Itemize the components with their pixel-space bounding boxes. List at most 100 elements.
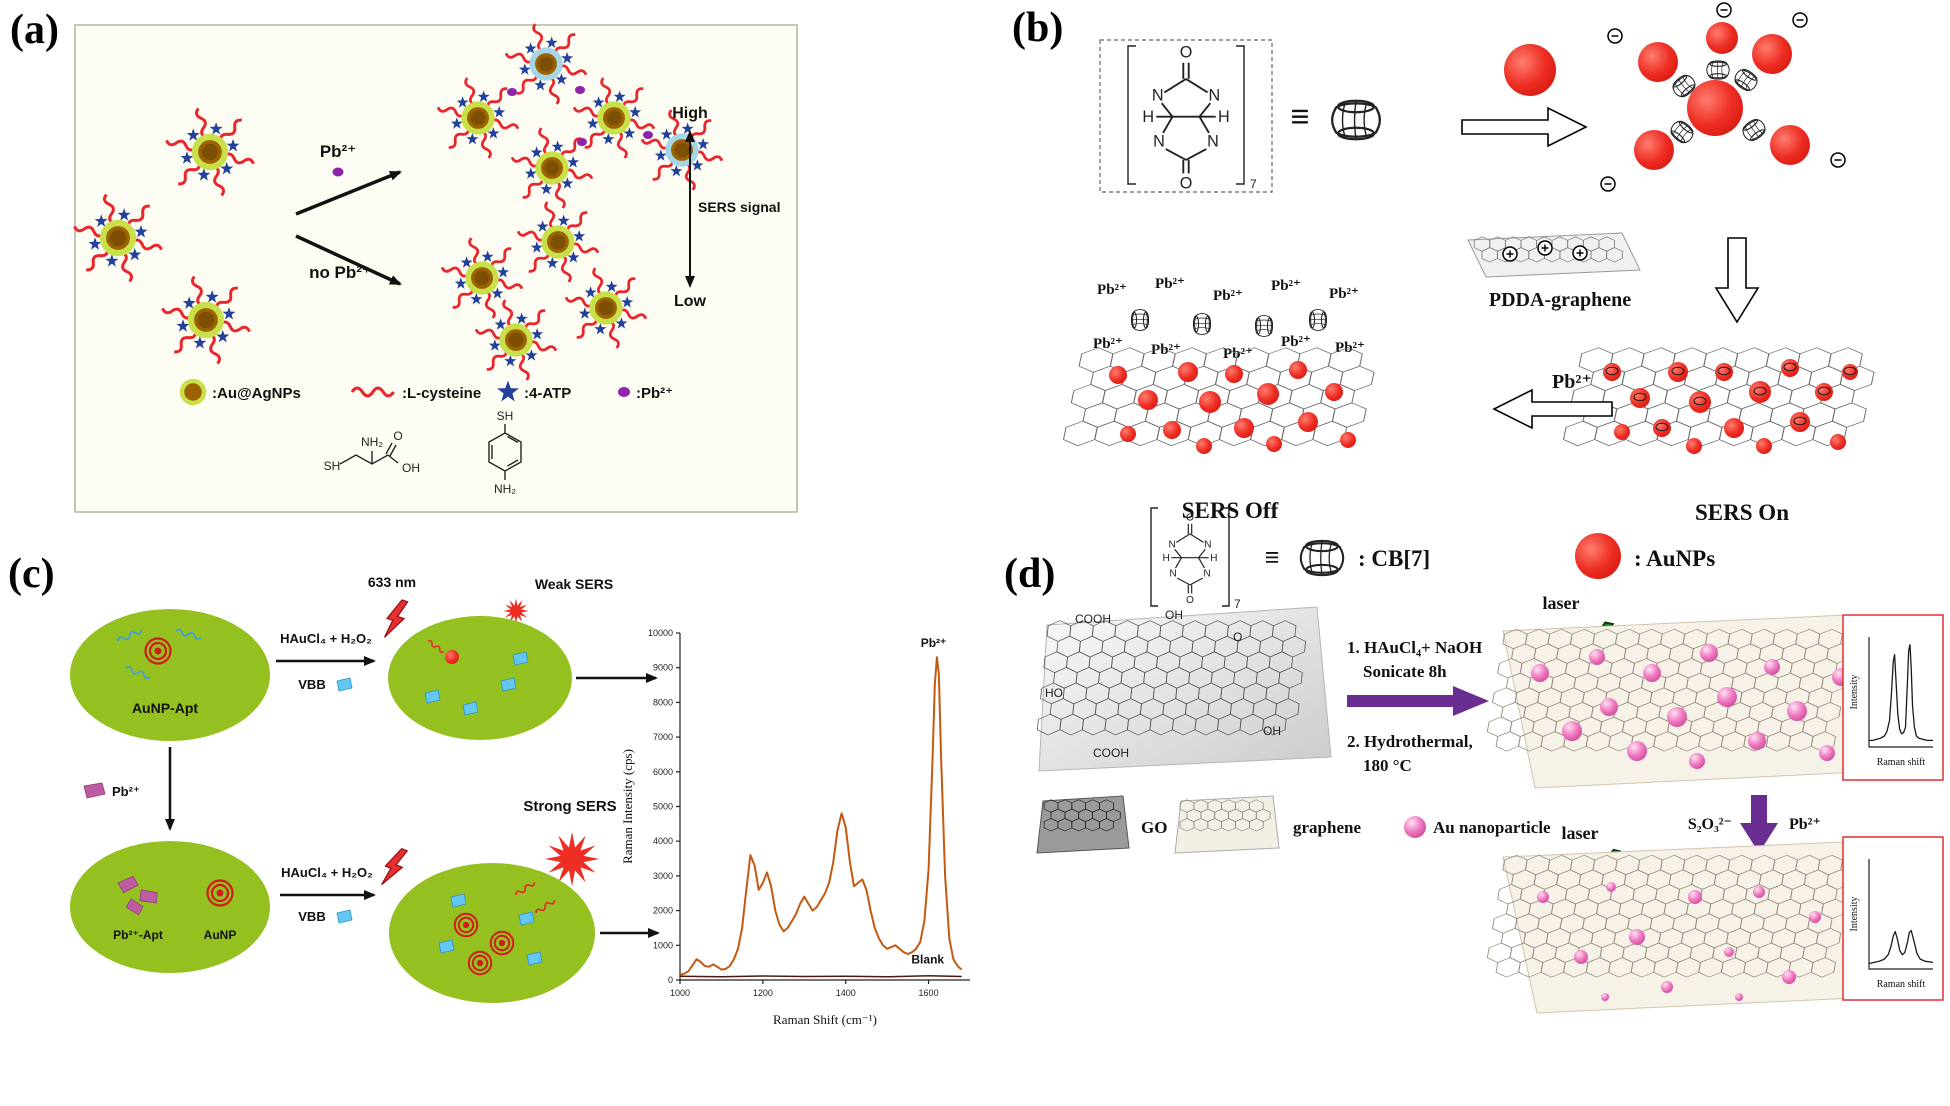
l-cysteine-structure: SH NH₂ O OH [324, 429, 420, 475]
svg-text:1400: 1400 [836, 988, 856, 998]
pb-arrow-label: Pb²⁺ [320, 142, 356, 161]
go-legend-mesh [1043, 799, 1121, 832]
go-group-label: OH [1165, 608, 1183, 622]
equivalence-symbol: ≡ [1265, 543, 1280, 572]
repeat-brackets [1127, 45, 1245, 185]
au-nanoparticle-legend-label: Au nanoparticle [1433, 818, 1551, 837]
aunp-label: AuNP [204, 928, 237, 942]
svg-text:0: 0 [668, 975, 673, 985]
pb-ion-dot [332, 167, 344, 177]
vbb-molecule-icon [336, 909, 353, 924]
panel-a-frame [74, 24, 798, 513]
vbb-label: VBB [298, 677, 325, 692]
cysteine-oh-label: OH [402, 461, 420, 475]
laser-bolt-red [380, 596, 410, 642]
svg-text:Intensity: Intensity [1849, 675, 1860, 710]
pb-ion-label: Pb²⁺ [1213, 288, 1243, 304]
pb-ion-dot [643, 131, 653, 139]
cb7-barrel-icon [1330, 99, 1382, 141]
laser-bolt-red [377, 844, 410, 891]
repeat-subscript: 7 [1250, 177, 1257, 191]
pb-apt-cell: Pb²⁺-Apt AuNP [70, 841, 270, 973]
graphene-legend-label: graphene [1293, 818, 1361, 837]
au-nanoparticles-etched [1537, 882, 1852, 1001]
step1-line2: Sonicate 8h [1363, 662, 1447, 681]
thiosulfate-label: S₂O₃²⁻ [1688, 816, 1732, 833]
svg-text:Intensity: Intensity [1849, 897, 1860, 932]
aggregated-nanoparticles [437, 23, 722, 208]
go-sheet-outline [1038, 606, 1332, 772]
aunp-cb7-cluster [1600, 2, 1846, 192]
synthesis-arrow [1347, 686, 1489, 716]
au-graphene-sheet-top [1486, 614, 1880, 789]
sers-signal-label: SERS signal [698, 199, 780, 215]
cysteine-o-label: O [393, 429, 402, 443]
no-pb-arrow-label: no Pb²⁺ [309, 263, 371, 282]
vbb-label: VBB [298, 909, 325, 924]
aunp-legend-icon [1575, 533, 1621, 579]
aunp-coil-icon [489, 930, 515, 956]
svg-text:Raman shift: Raman shift [1877, 757, 1926, 768]
step2-line2: 180 °C [1363, 756, 1412, 775]
go-group-label: OH [1263, 724, 1281, 738]
aunp-apt-label: AuNP-Apt [132, 700, 198, 716]
graphene-sheet-outline [1502, 841, 1876, 1014]
panel-b-label: (b) [1012, 5, 1064, 51]
cb7-barrel-icon [1130, 308, 1150, 332]
pb-legend-icon [618, 387, 630, 397]
aunp-icon [1752, 34, 1792, 74]
svg-text:2000: 2000 [653, 906, 673, 916]
cb7-barrel-icon [1192, 312, 1212, 336]
with-pb-arrow [295, 170, 402, 216]
positive-charge-icon [1502, 246, 1518, 262]
panel-d-legend: GO graphene Au nanoparticle [1036, 795, 1551, 854]
laser-label: laser [1543, 593, 1580, 613]
aunp-legend-label: : AuNPs [1634, 546, 1715, 571]
high-label: High [672, 105, 708, 122]
positive-charge-icon [1537, 240, 1553, 256]
pdda-graphene-label: PDDA-graphene [1489, 289, 1631, 311]
pb-aptamer-icon [83, 782, 106, 799]
aunp-dots [1109, 361, 1356, 454]
panel-a-graphic: Pb²⁺ no Pb²⁺ High SERS signal Low [0, 0, 798, 513]
sers-on-label: SERS On [1695, 500, 1789, 525]
panel-c-graphic: AuNP-Apt HAuCl₄ + H₂O₂ VBB 633 nm Weak S… [70, 574, 970, 1027]
svg-text:6000: 6000 [653, 767, 673, 777]
au-graphene-sheet-bottom [1486, 841, 1876, 1014]
cb7-barrel-icon [1308, 308, 1328, 332]
svg-text:1000: 1000 [653, 940, 673, 950]
panel-d-graphic: COOH OH O HO COOH OH 1. HAuCl₄+ NaOH Son… [1036, 593, 1944, 1014]
step2-line1: 2. Hydrothermal, [1347, 732, 1473, 751]
pb-ion-label: Pb²⁺ [1329, 286, 1359, 302]
svg-text:Raman shift: Raman shift [1877, 979, 1926, 990]
negative-charge-icon [1600, 176, 1616, 192]
cb7-unit-structure [1141, 42, 1231, 194]
step1-line1: 1. HAuCl₄+ NaOH [1347, 638, 1482, 657]
svg-text:7000: 7000 [653, 732, 673, 742]
aunp-icon [1504, 44, 1556, 96]
cb7-barrel-icon [1706, 60, 1730, 80]
sers-off-assembly: SERS Off [1062, 347, 1375, 523]
aunp-apt-cell: AuNP-Apt [70, 609, 270, 741]
pb-release-arrow [1492, 388, 1613, 430]
aunp-coil-icon [467, 950, 493, 976]
go-sheet: COOH OH O HO COOH OH [1036, 606, 1332, 772]
svg-text:1000: 1000 [670, 988, 690, 998]
pb-ion-label: Pb²⁺ [1093, 336, 1123, 352]
reagents-label: HAuCl₄ + H₂O₂ [281, 865, 373, 880]
negative-charge-icon [1607, 28, 1623, 44]
aunp-icon [1634, 130, 1674, 170]
cb7-barrel-icon [1739, 115, 1769, 145]
laser-label: laser [1562, 823, 1599, 843]
pb-apt-label: Pb²⁺-Apt [113, 928, 163, 942]
graphene-legend-swatch [1174, 795, 1280, 854]
etching-arrow [1740, 795, 1778, 853]
aunp-icon [1770, 125, 1810, 165]
pb-ion-label: Pb²⁺ [1271, 278, 1301, 294]
atp-structure: SH NH₂ [488, 409, 522, 496]
panel-b-graphic: 7 ≡ [1062, 2, 1875, 611]
svg-text:8000: 8000 [653, 697, 673, 707]
pb-ion-label: Pb²⁺ [1097, 282, 1127, 298]
aunp-icon [1638, 42, 1678, 82]
panel-c-label: (c) [8, 551, 55, 597]
